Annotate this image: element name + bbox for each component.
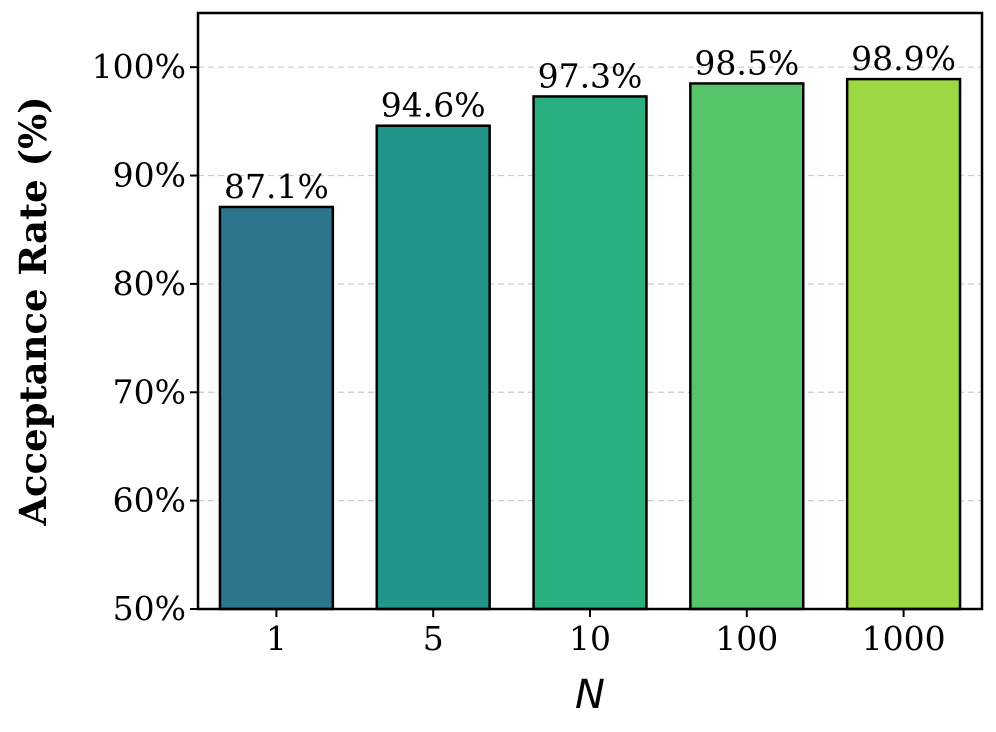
y-tick-label: 50% bbox=[113, 589, 186, 628]
data-label-1000: 98.9% bbox=[851, 39, 956, 78]
bar-1000 bbox=[845, 77, 962, 611]
x-axis-label: N bbox=[575, 672, 605, 718]
y-tick-label: 60% bbox=[113, 481, 186, 520]
x-tick-label-100: 100 bbox=[715, 619, 778, 658]
data-label-10: 97.3% bbox=[538, 56, 643, 95]
bar-10 bbox=[532, 95, 648, 611]
bar-5 bbox=[375, 124, 491, 611]
data-label-5: 94.6% bbox=[381, 86, 486, 125]
bar-1 bbox=[218, 205, 335, 611]
x-tick-label-1: 1 bbox=[266, 619, 287, 658]
x-tick-label-5: 5 bbox=[423, 619, 444, 658]
y-axis-label: Acceptance Rate (%) bbox=[11, 96, 55, 526]
y-tick-label: 80% bbox=[113, 264, 186, 303]
bar-100 bbox=[689, 82, 805, 611]
data-label-1: 87.1% bbox=[224, 167, 329, 206]
data-labels: 87.1% 94.6% 97.3% 98.5% 98.9% bbox=[224, 39, 956, 206]
bars bbox=[218, 77, 962, 611]
plot-frame bbox=[196, 11, 984, 611]
y-tick-label: 100% bbox=[92, 47, 186, 86]
y-tick-label: 90% bbox=[113, 156, 186, 195]
y-tick-label: 70% bbox=[113, 372, 186, 411]
x-axis-ticks: 1 5 10 100 1000 bbox=[266, 609, 946, 658]
y-axis-ticks: 50% 60% 70% 80% 90% 100% bbox=[92, 47, 198, 628]
x-tick-label-10: 10 bbox=[569, 619, 611, 658]
data-label-100: 98.5% bbox=[694, 43, 799, 82]
x-tick-label-1000: 1000 bbox=[862, 619, 946, 658]
